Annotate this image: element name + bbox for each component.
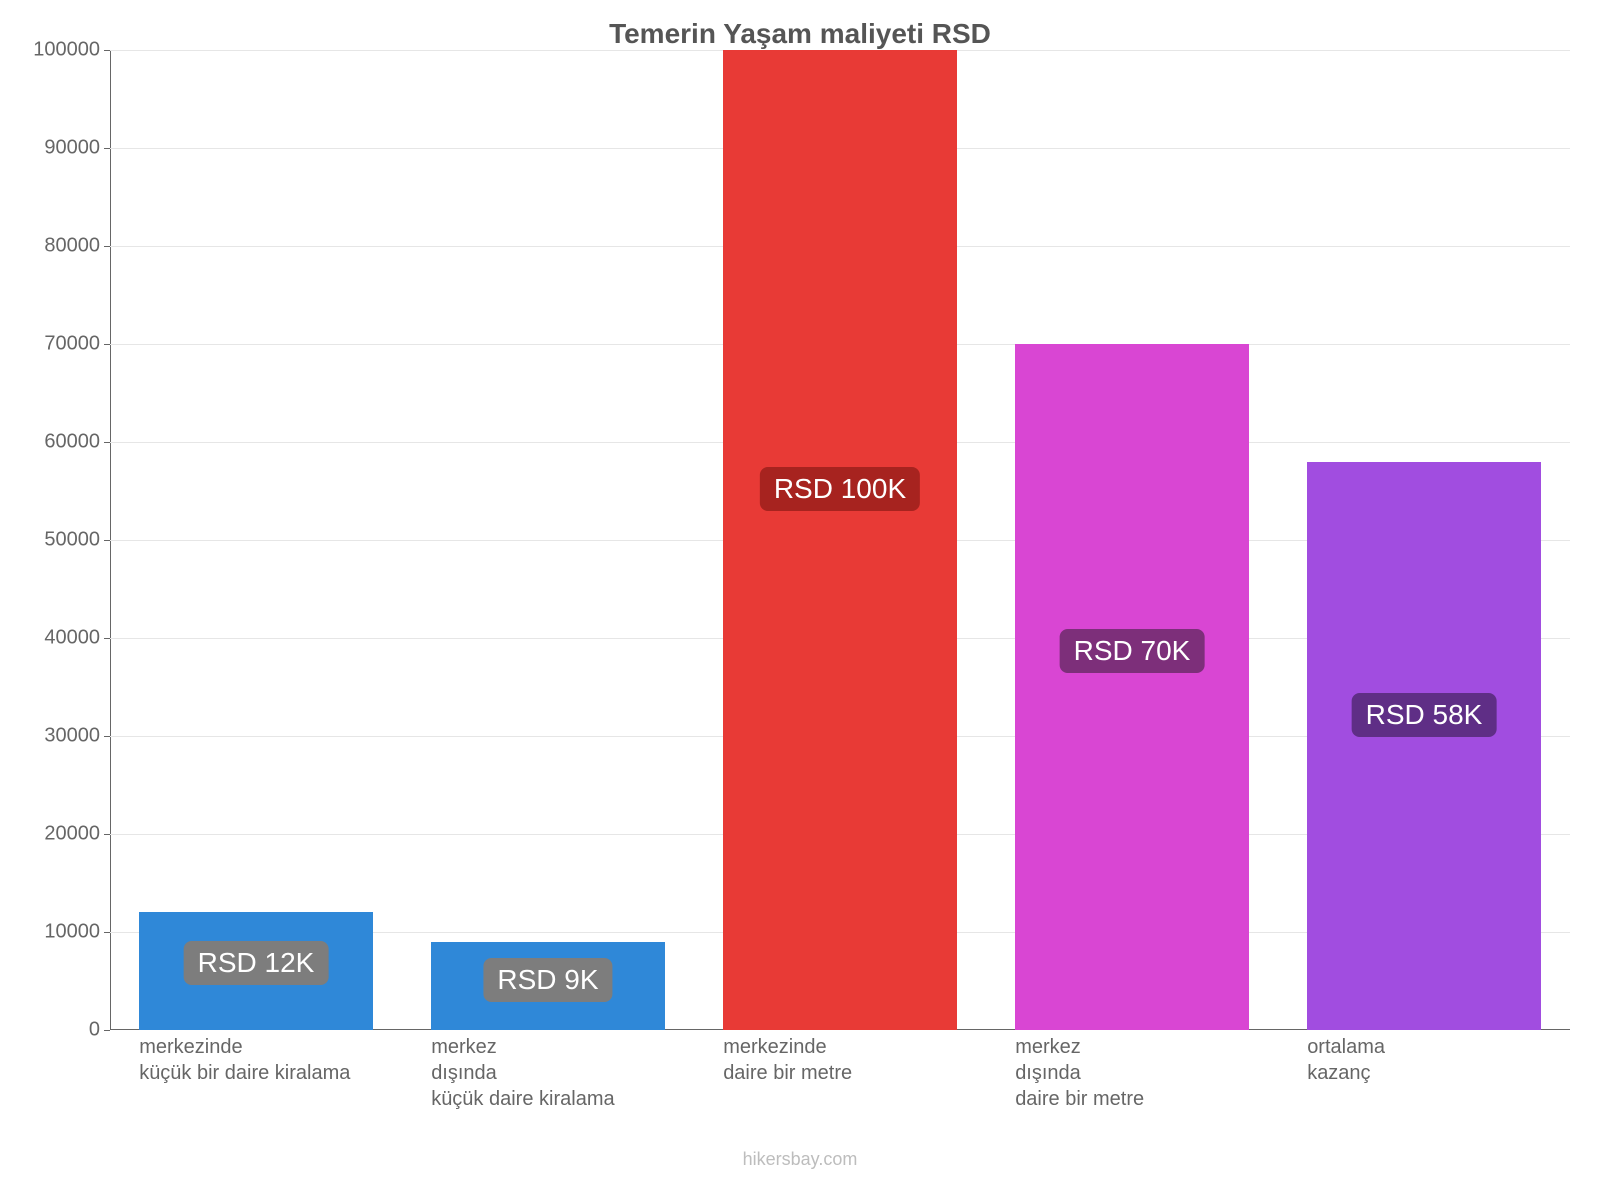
y-tick-label: 0 [89,1019,100,1042]
y-tick-label: 80000 [44,235,100,258]
x-axis-label: merkez dışında küçük daire kiralama [431,1034,665,1112]
attribution-text: hikersbay.com [0,1149,1600,1170]
chart-title: Temerin Yaşam maliyeti RSD [0,18,1600,50]
y-tick-label: 40000 [44,627,100,650]
y-tick-label: 90000 [44,137,100,160]
y-tick-label: 70000 [44,333,100,356]
y-tick-label: 100000 [33,39,100,62]
y-tick-label: 60000 [44,431,100,454]
plot-area: RSD 12KRSD 9KRSD 100KRSD 70KRSD 58K 0100… [110,50,1570,1030]
x-axis-label: merkezinde daire bir metre [723,1034,957,1086]
bar: RSD 100K [723,50,957,1030]
x-axis-label: merkezinde küçük bir daire kiralama [139,1034,373,1086]
bar: RSD 9K [431,942,665,1030]
chart-container: Temerin Yaşam maliyeti RSD RSD 12K RSD 9K… [0,0,1600,1200]
y-tick-label: 10000 [44,921,100,944]
bar-value-label: RSD 100K [760,467,920,511]
y-tick-label: 20000 [44,823,100,846]
bar: RSD 70K [1015,344,1249,1030]
bar-value-label: RSD 58K [1352,693,1497,737]
bar-value-label: RSD 9K [483,958,612,1002]
bar-value-label: RSD 12K [184,941,329,985]
x-axis-label: ortalama kazanç [1307,1034,1541,1086]
bar: RSD 12K [139,912,373,1030]
x-axis-label: merkez dışında daire bir metre [1015,1034,1249,1112]
bar: RSD 58K [1307,462,1541,1030]
y-tick-label: 30000 [44,725,100,748]
bar-value-label: RSD 70K [1060,629,1205,673]
y-tick-label: 50000 [44,529,100,552]
